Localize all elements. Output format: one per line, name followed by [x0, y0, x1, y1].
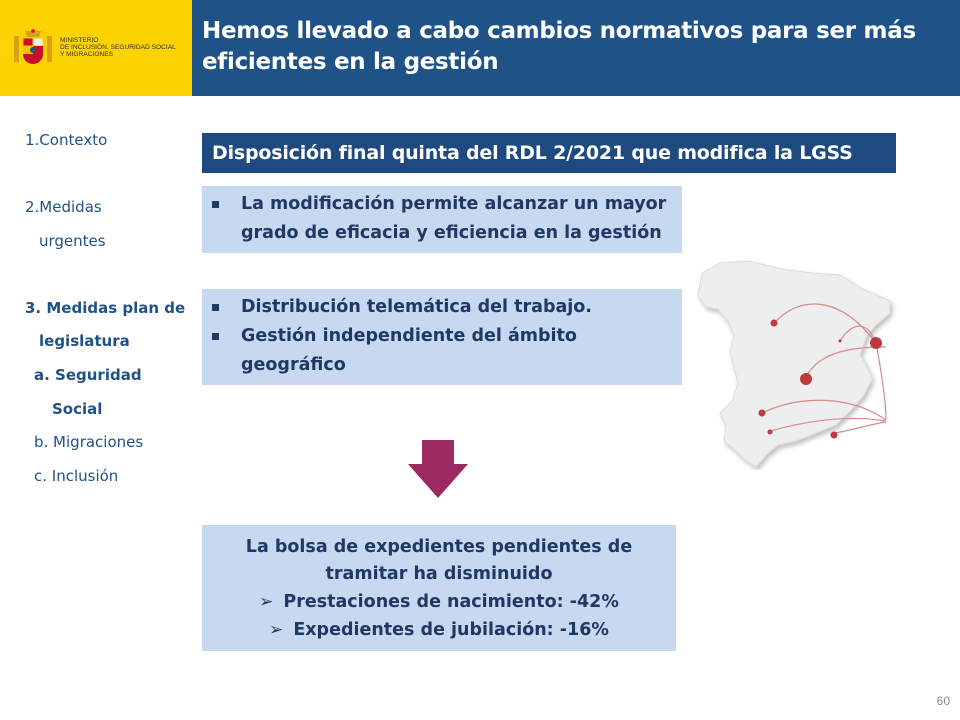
list-item: ➢ Expedientes de jubilación: -16%: [202, 616, 676, 645]
square-bullet-icon: [212, 304, 219, 311]
list-item: ➢ Prestaciones de nacimiento: -42%: [202, 588, 676, 617]
sidebar-item-medidas-urgentes-cont[interactable]: urgentes: [39, 232, 106, 250]
sidebar-item-medidas-plan-cont[interactable]: legislatura: [39, 332, 130, 350]
bullet-text: Distribución telemática del trabajo.: [241, 297, 592, 317]
coat-of-arms-icon: [14, 29, 52, 64]
list-item: Gestión independiente del ámbito geográf…: [212, 322, 676, 380]
sidebar-item-seguridad-social-cont[interactable]: Social: [52, 400, 103, 418]
ministry-logo: Ministerio de Inclusión, Seguridad Socia…: [0, 0, 192, 96]
info-box-distribution: Distribución telemática del trabajo. Ges…: [202, 289, 682, 385]
page-number: 60: [936, 694, 950, 708]
ministry-line: Ministerio: [60, 37, 99, 44]
bullet-text: Gestión independiente del ámbito geográf…: [241, 326, 577, 375]
info-box-efficiency: La modificación permite alcanzar un mayo…: [202, 186, 682, 253]
ministry-line: y Migraciones: [60, 51, 114, 59]
map-dot: [870, 337, 882, 349]
arrowhead-bullet-icon: ➢: [259, 592, 274, 612]
sidebar-item-medidas-plan[interactable]: 3. Medidas plan de: [25, 299, 186, 317]
sidebar-item-medidas-urgentes[interactable]: 2.Medidas: [25, 198, 102, 216]
sidebar-item-migraciones[interactable]: b. Migraciones: [34, 433, 144, 451]
map-dot: [758, 409, 766, 417]
arrowhead-bullet-icon: ➢: [269, 620, 284, 640]
square-bullet-icon: [212, 201, 219, 208]
page-title: Hemos llevado a cabo cambios normativos …: [202, 18, 916, 75]
sidebar-item-inclusion[interactable]: c. Inclusión: [34, 467, 119, 485]
sidebar-item-seguridad-social[interactable]: a. Seguridad: [34, 366, 142, 384]
backlog-item-text: Expedientes de jubilación: -16%: [293, 620, 609, 640]
info-box-backlog: La bolsa de expedientes pendientes de tr…: [202, 525, 676, 651]
square-bullet-icon: [212, 333, 219, 340]
ministry-name: Ministerio de Inclusión, Seguridad Socia…: [60, 37, 188, 59]
spain-map-icon: [697, 260, 891, 468]
list-item: Distribución telemática del trabajo.: [212, 293, 676, 322]
map-dot: [770, 319, 778, 327]
list-item: La modificación permite alcanzar un mayo…: [212, 190, 676, 248]
map-dot: [830, 431, 838, 439]
title-bar: Hemos llevado a cabo cambios normativos …: [192, 0, 960, 96]
backlog-heading-line: tramitar ha disminuido: [325, 564, 553, 584]
sidebar-item-contexto[interactable]: 1.Contexto: [25, 131, 108, 149]
map-dot: [767, 429, 773, 435]
backlog-heading-line: La bolsa de expedientes pendientes de: [245, 537, 633, 557]
section-heading: Disposición final quinta del RDL 2/2021 …: [202, 133, 896, 173]
down-arrow-icon: [408, 440, 468, 498]
bullet-text: La modificación permite alcanzar un mayo…: [241, 194, 667, 243]
map-dot: [800, 373, 812, 385]
ministry-line: de Inclusión, Seguridad Social: [60, 44, 176, 52]
backlog-item-text: Prestaciones de nacimiento: -42%: [283, 592, 619, 612]
map-dot: [838, 339, 842, 343]
